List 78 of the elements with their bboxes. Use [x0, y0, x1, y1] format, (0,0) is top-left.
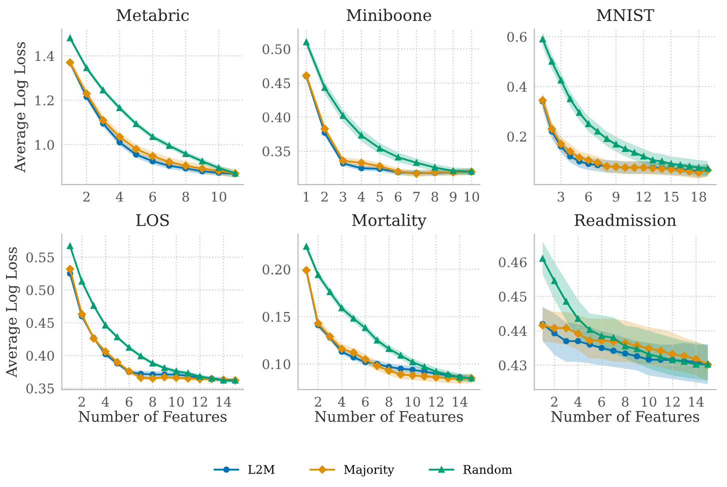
x-tick-label: 8: [182, 192, 190, 202]
chart-title: LOS: [136, 214, 169, 226]
x-tick-label: 14: [452, 396, 468, 407]
y-tick-label: 0.44: [498, 326, 527, 336]
x-tick-label: 7: [413, 192, 420, 202]
x-tick-label: 6: [394, 192, 402, 202]
x-tick-label: 3: [558, 192, 564, 202]
y-axis-title: Average Log Loss: [14, 42, 28, 172]
y-tick-label: 0.35: [26, 384, 54, 394]
x-tick-label: 12: [429, 396, 444, 407]
y-tick-label: 0.50: [262, 44, 290, 54]
y-tick-label: 0.45: [498, 292, 526, 302]
x-tick-label: 14: [689, 396, 704, 407]
x-tick-label: 4: [574, 396, 582, 407]
legend-label: Random: [463, 464, 512, 474]
y-axis-title: Average Log Loss: [6, 247, 20, 378]
legend-label: L2M: [248, 464, 274, 474]
x-tick-label: 18: [692, 192, 706, 202]
x-tick-label: 9: [450, 192, 457, 202]
x-tick-label: 8: [622, 396, 629, 407]
x-tick-label: 12: [193, 396, 207, 407]
x-tick-label: 12: [636, 192, 651, 202]
y-tick-label: 0.55: [26, 252, 54, 262]
x-tick-label: 4: [358, 192, 365, 202]
y-tick-label: 0.2: [507, 132, 526, 142]
x-tick-label: 2: [78, 396, 85, 407]
y-tick-label: 1.2: [35, 95, 54, 106]
y-tick-label: 0.6: [507, 32, 527, 42]
x-tick-label: 4: [338, 396, 346, 407]
x-tick-label: 4: [102, 396, 109, 407]
x-tick-label: 2: [551, 396, 558, 407]
x-tick-label: 1: [304, 192, 309, 202]
x-tick-label: 10: [212, 192, 226, 202]
y-tick-label: 0.46: [498, 257, 527, 268]
x-tick-label: 6: [362, 396, 369, 407]
x-tick-label: 8: [386, 396, 392, 407]
x-tick-label: 6: [585, 192, 592, 202]
x-tick-label: 8: [149, 396, 156, 407]
x-tick-label: 8: [432, 192, 438, 202]
x-tick-label: 14: [216, 396, 232, 407]
x-tick-label: 6: [126, 396, 132, 407]
x-tick-label: 10: [642, 396, 656, 407]
y-tick-label: 1.4: [35, 51, 54, 62]
y-tick-label: 0.40: [262, 112, 290, 122]
y-tick-label: 0.20: [262, 264, 290, 275]
y-tick-label: 0.15: [262, 312, 290, 322]
x-axis-title: Number of Features: [551, 410, 700, 422]
x-tick-label: 5: [376, 192, 383, 202]
y-tick-label: 0.4: [507, 82, 527, 92]
chart-title: Readmission: [574, 214, 676, 226]
y-tick-label: 1.0: [35, 140, 54, 150]
x-tick-label: 12: [666, 396, 680, 407]
y-tick-label: 0.50: [26, 285, 54, 296]
x-axis-title: Number of Features: [78, 410, 227, 422]
x-tick-label: 15: [664, 192, 678, 202]
x-tick-label: 10: [169, 396, 184, 407]
chart-title: MNIST: [596, 9, 654, 22]
x-tick-label: 2: [321, 192, 328, 202]
x-tick-label: 10: [464, 192, 480, 202]
x-axis-title: Number of Features: [314, 410, 463, 422]
chart-title: Mortality: [352, 214, 426, 230]
y-tick-label: 0.43: [498, 360, 526, 370]
chart-title: Miniboone: [346, 8, 432, 22]
x-tick-label: 2: [314, 396, 322, 407]
x-tick-label: 4: [116, 192, 124, 202]
y-tick-label: 0.45: [262, 78, 290, 88]
y-tick-label: 0.35: [262, 146, 290, 156]
x-tick-label: 3: [340, 192, 346, 202]
y-tick-label: 0.10: [262, 359, 290, 370]
x-tick-label: 10: [406, 396, 420, 407]
x-tick-label: 2: [83, 192, 90, 202]
x-tick-label: 9: [612, 192, 620, 202]
x-tick-label: 6: [149, 192, 156, 202]
x-tick-label: 6: [598, 396, 605, 407]
legend-label: Majority: [344, 465, 394, 476]
y-tick-label: 0.40: [26, 350, 54, 361]
y-tick-label: 0.45: [26, 318, 54, 328]
chart-title: Metabric: [116, 8, 189, 22]
